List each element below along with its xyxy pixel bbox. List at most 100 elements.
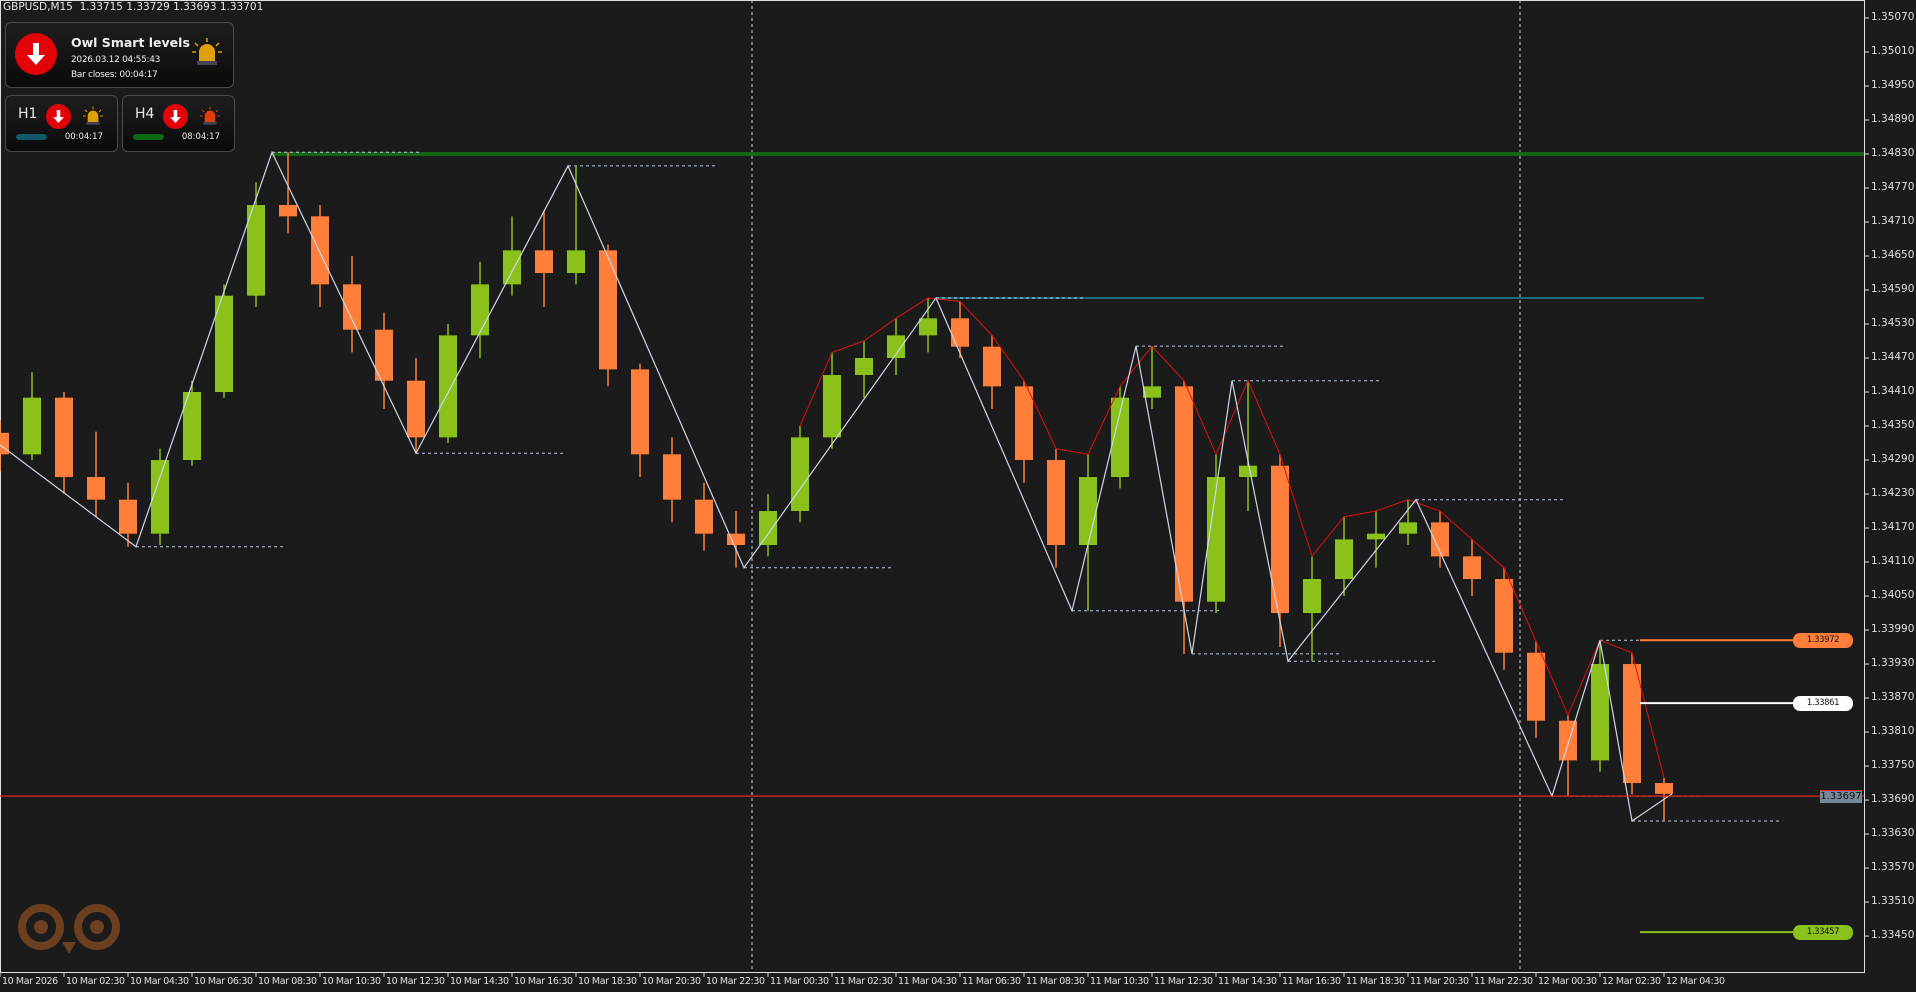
time-axis-label: 11 Mar 18:30 [1346,976,1405,987]
candle-body [1079,477,1097,546]
candle-body [759,511,777,546]
price-axis-label: 1.33870 [1871,691,1915,704]
ohlc-low: 1.33693 [173,1,217,13]
candle-body [567,250,585,274]
time-axis-label: 10 Mar 18:30 [578,976,637,987]
down-arrow-icon [15,33,57,75]
price-axis-label: 1.33510 [1871,895,1915,908]
candle-body [951,318,969,347]
candle-body [887,335,905,359]
level-price-label: 1.33972 [1793,632,1853,648]
candle-body [1367,533,1385,540]
time-axis-label: 11 Mar 02:30 [834,976,893,987]
price-axis-label: 1.35070 [1871,11,1915,23]
timeframe-panel-h4: H4 08:04:17 [122,95,235,152]
price-axis-label: 1.34590 [1871,283,1915,296]
price-axis-label: 1.34050 [1871,589,1915,602]
candle-body [1527,652,1545,721]
time-axis-label: 12 Mar 02:30 [1602,976,1661,987]
price-axis-label: 1.34770 [1871,181,1915,193]
price-axis-label: 1.34290 [1871,453,1915,466]
time-axis-label: 10 Mar 04:30 [130,976,189,987]
candle-body [727,533,745,546]
candle-body [1143,386,1161,398]
candle-body [0,432,9,455]
candle-body [1559,720,1577,761]
price-axis-label: 1.33450 [1871,929,1915,942]
time-axis-label: 10 Mar 20:30 [642,976,701,987]
time-axis-label: 10 Mar 08:30 [258,976,317,987]
time-axis-label: 12 Mar 00:30 [1538,976,1597,987]
candle-body [663,454,681,500]
alarm-light-icon [200,106,220,125]
candle-body [23,397,41,455]
price-axis-label: 1.34110 [1871,555,1915,568]
price-axis-label: 1.33930 [1871,657,1915,670]
candle-body [695,499,713,534]
time-axis-label: 11 Mar 04:30 [898,976,957,987]
time-axis-label: 11 Mar 08:30 [1026,976,1085,987]
candle-body [503,250,521,285]
time-axis-label: 10 Mar 14:30 [450,976,509,987]
price-axis-label: 1.33570 [1871,861,1915,874]
timeframe-time: 00:04:17 [64,132,103,142]
symbol-header: GBPUSD,M15 1.33715 1.33729 1.33693 1.337… [3,1,263,13]
candle-body [87,477,105,500]
candle-body [1399,522,1417,534]
timeframe-time: 08:04:17 [181,132,220,142]
timeframe-progress-bar [133,134,164,140]
candle-body [1207,477,1225,602]
candle-body [183,392,201,461]
bid-price-label: 1.33697 [1820,790,1862,804]
price-axis-label: 1.34170 [1871,521,1915,534]
candle-body [599,250,617,370]
candle-body [1463,556,1481,580]
time-axis-label: 11 Mar 22:30 [1474,976,1533,987]
time-axis-label: 10 Mar 12:30 [386,976,445,987]
candle-body [919,318,937,336]
time-axis-label: 12 Mar 04:30 [1666,976,1725,987]
candle-body [1047,460,1065,546]
candle-body [471,284,489,336]
price-axis-label: 1.34530 [1871,317,1915,330]
timeframe-panel-h1: H1 00:04:17 [5,95,118,152]
price-axis-label: 1.33750 [1871,759,1915,772]
ohlc-close: 1.33701 [219,1,264,13]
price-axis-label: 1.34230 [1871,487,1915,500]
candle-body [631,369,649,455]
ohlc-open: 1.33715 [79,1,123,13]
timeframe-progress-bar [16,134,47,140]
candle-body [1175,386,1193,602]
candle-body [1591,664,1609,761]
candle-body [279,205,297,217]
candle-body [855,358,873,376]
candle-body [343,284,361,330]
price-axis-label: 1.35010 [1871,45,1915,57]
time-axis-label: 10 Mar 10:30 [322,976,381,987]
owl-logo-icon [18,904,120,954]
level-price-label: 1.33457 [1793,924,1853,940]
candle-body [1015,386,1033,461]
time-axis-label: 11 Mar 20:30 [1410,976,1469,987]
candle-body [1239,465,1257,478]
down-arrow-icon [163,104,188,129]
bar-closes-label: Bar closes: 00:04:17 [71,70,158,80]
timeframe-label: H1 [18,106,38,122]
price-axis-label: 1.34350 [1871,419,1915,432]
price-axis-label: 1.33630 [1871,827,1915,840]
time-axis-label: 10 Mar 2026 [2,976,58,987]
level-price-label: 1.33861 [1793,695,1853,711]
candle-body [439,335,457,438]
candle-body [247,205,265,296]
down-arrow-icon [46,104,71,129]
candle-body [375,329,393,381]
candle-body [215,295,233,393]
candle-body [1303,579,1321,614]
candle-body [1335,539,1353,580]
time-axis-label: 11 Mar 00:30 [770,976,829,987]
panel-datetime: 2026.03.12 04:55:43 [71,55,161,65]
candle-body [151,460,169,534]
price-axis-label: 1.34650 [1871,249,1915,261]
alarm-light-icon [192,38,222,65]
